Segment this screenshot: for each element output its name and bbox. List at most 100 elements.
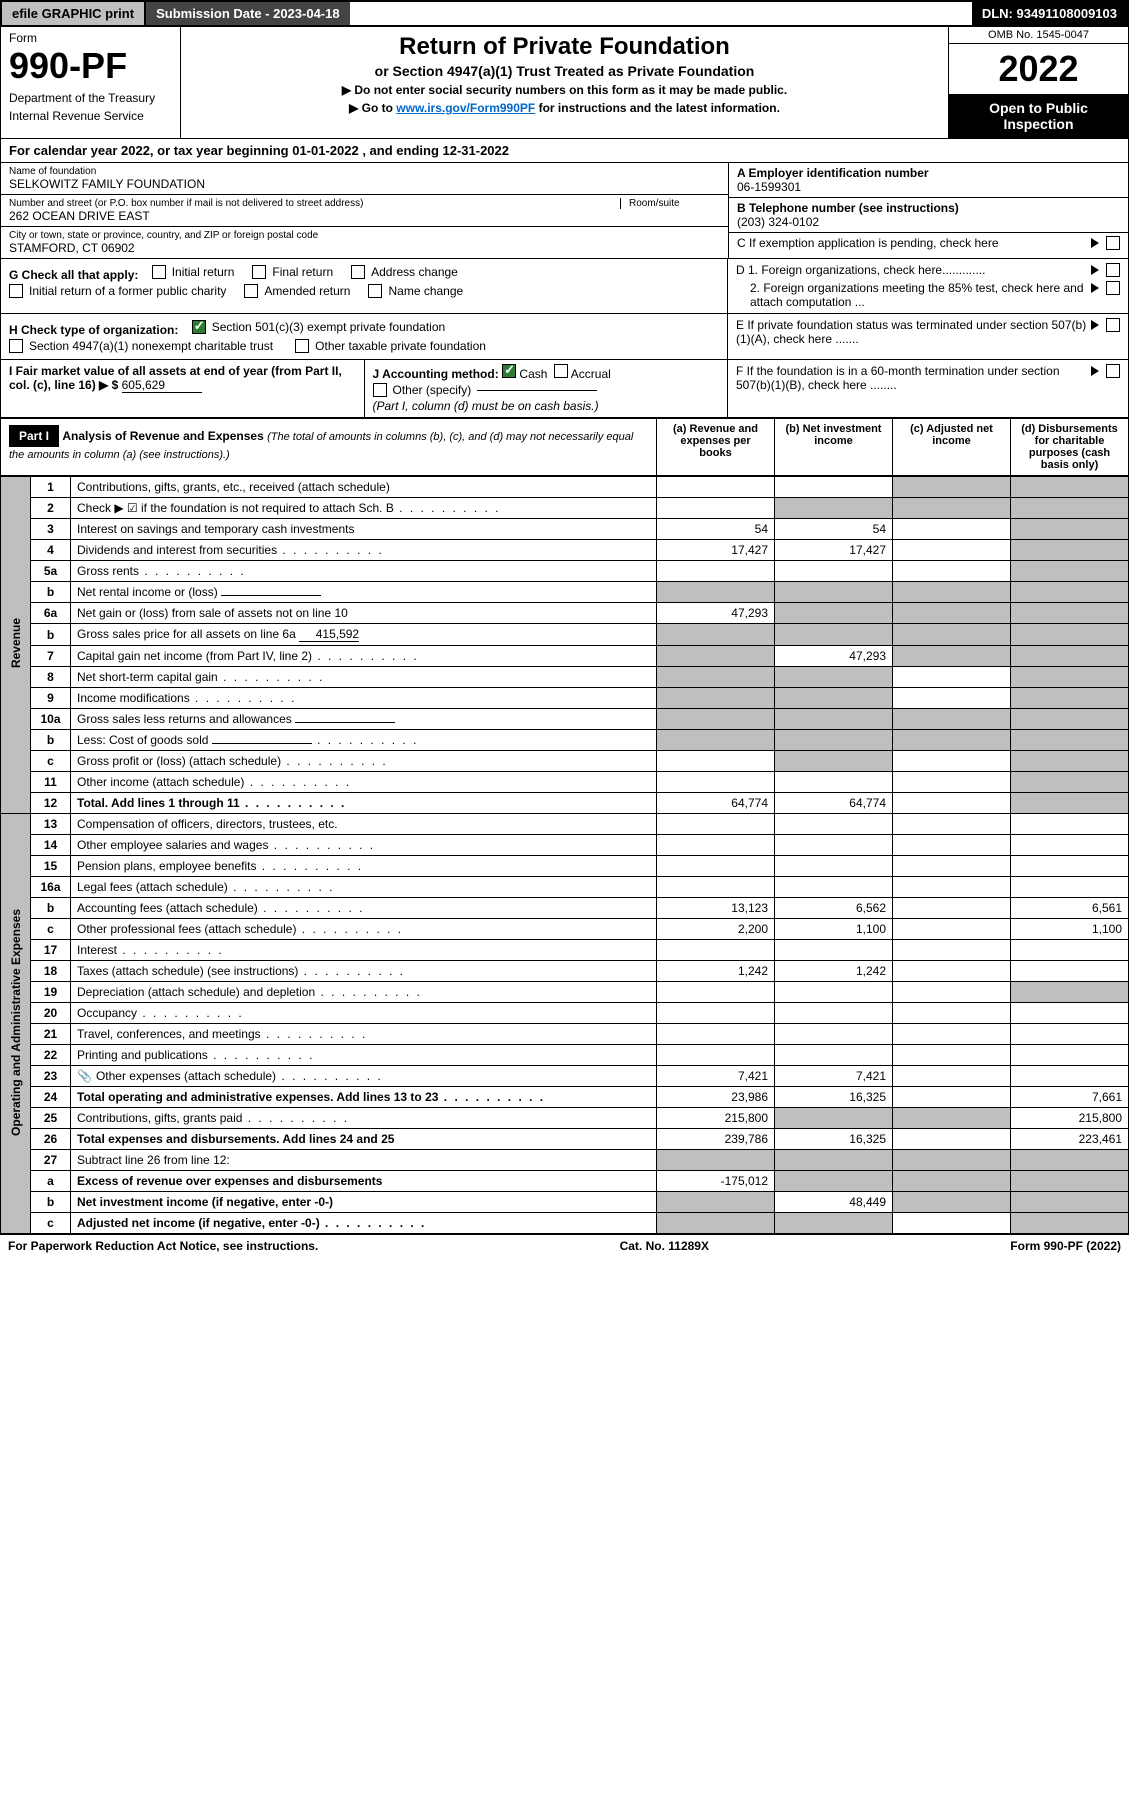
cell-value [893, 1066, 1011, 1087]
col-d-header: (d) Disbursements for charitable purpose… [1010, 419, 1128, 475]
row-desc: Gross rents [71, 561, 657, 582]
cell-value [657, 1192, 775, 1213]
e-checkbox[interactable] [1106, 318, 1120, 332]
cell-value [893, 1045, 1011, 1066]
d1-checkbox[interactable] [1106, 263, 1120, 277]
table-row: aExcess of revenue over expenses and dis… [1, 1171, 1129, 1192]
cell-value [775, 582, 893, 603]
cell-value [775, 603, 893, 624]
row-number: 6a [31, 603, 71, 624]
cell-value [775, 561, 893, 582]
cell-value [893, 1150, 1011, 1171]
g-checkbox-3[interactable] [9, 284, 23, 298]
f-checkbox[interactable] [1106, 364, 1120, 378]
cell-value [657, 498, 775, 519]
cell-value [1011, 814, 1129, 835]
j-other-checkbox[interactable] [373, 383, 387, 397]
cell-value [1011, 940, 1129, 961]
cell-value [657, 709, 775, 730]
d2-checkbox[interactable] [1106, 281, 1120, 295]
cell-value: 1,100 [775, 919, 893, 940]
g-opt-0: Initial return [172, 265, 235, 279]
instr-post: for instructions and the latest informat… [535, 101, 780, 115]
open-to-public: Open to Public Inspection [949, 94, 1128, 138]
cell-value [775, 730, 893, 751]
j-accrual-checkbox[interactable] [554, 364, 568, 378]
cell-value [893, 1171, 1011, 1192]
h-501c3-checkbox[interactable] [192, 320, 206, 334]
g-checkbox-2[interactable] [351, 265, 365, 279]
table-row: 3Interest on savings and temporary cash … [1, 519, 1129, 540]
j-cash-checkbox[interactable] [502, 364, 516, 378]
table-row: Operating and Administrative Expenses13C… [1, 814, 1129, 835]
cell-value: 239,786 [657, 1129, 775, 1150]
row-desc: Travel, conferences, and meetings [71, 1024, 657, 1045]
street-address: 262 OCEAN DRIVE EAST [9, 209, 363, 223]
row-desc: Net gain or (loss) from sale of assets n… [71, 603, 657, 624]
row-number: 17 [31, 940, 71, 961]
row-number: 15 [31, 856, 71, 877]
attachment-icon[interactable]: 📎 [77, 1069, 92, 1083]
top-bar: efile GRAPHIC print Submission Date - 20… [0, 0, 1129, 27]
cell-value [657, 1024, 775, 1045]
cell-value [657, 1150, 775, 1171]
row-desc: Check ▶ ☑ if the foundation is not requi… [71, 498, 657, 519]
row-number: 2 [31, 498, 71, 519]
dept-irs: Internal Revenue Service [9, 109, 172, 123]
c-checkbox[interactable] [1106, 236, 1120, 250]
h-other-checkbox[interactable] [295, 339, 309, 353]
cell-value [657, 982, 775, 1003]
cell-value [657, 624, 775, 646]
cell-value [775, 624, 893, 646]
row-desc: Total expenses and disbursements. Add li… [71, 1129, 657, 1150]
g-checkbox-4[interactable] [244, 284, 258, 298]
table-row: 16aLegal fees (attach schedule) [1, 877, 1129, 898]
h-opt1: Section 501(c)(3) exempt private foundat… [212, 320, 445, 334]
table-row: 24Total operating and administrative exp… [1, 1087, 1129, 1108]
row-number: 10a [31, 709, 71, 730]
cell-value [1011, 835, 1129, 856]
cell-value [893, 982, 1011, 1003]
g-opt-4: Amended return [264, 284, 350, 298]
cell-value [893, 519, 1011, 540]
cell-value [775, 1171, 893, 1192]
row-desc: Excess of revenue over expenses and disb… [71, 1171, 657, 1192]
cell-value [775, 982, 893, 1003]
g-checkbox-0[interactable] [152, 265, 166, 279]
table-row: bAccounting fees (attach schedule)13,123… [1, 898, 1129, 919]
table-row: 17Interest [1, 940, 1129, 961]
cell-value [775, 1150, 893, 1171]
instructions-link[interactable]: www.irs.gov/Form990PF [396, 101, 535, 115]
arrow-icon [1091, 238, 1099, 248]
row-number: a [31, 1171, 71, 1192]
g-opt-5: Name change [388, 284, 463, 298]
cell-value: 1,100 [1011, 919, 1129, 940]
calendar-year-line: For calendar year 2022, or tax year begi… [0, 139, 1129, 163]
form-subtitle: or Section 4947(a)(1) Trust Treated as P… [191, 63, 938, 79]
row-desc: Total. Add lines 1 through 11 [71, 793, 657, 814]
c-exemption-label: C If exemption application is pending, c… [737, 236, 999, 250]
cell-value [775, 1024, 893, 1045]
row-desc: Subtract line 26 from line 12: [71, 1150, 657, 1171]
cell-value: 1,242 [657, 961, 775, 982]
cell-value [775, 814, 893, 835]
table-row: 8Net short-term capital gain [1, 667, 1129, 688]
row-desc: Dividends and interest from securities [71, 540, 657, 561]
g-checkbox-5[interactable] [368, 284, 382, 298]
cell-value [657, 772, 775, 793]
cell-value [893, 477, 1011, 498]
arrow-icon [1091, 320, 1099, 330]
cell-value [657, 1003, 775, 1024]
h-4947-checkbox[interactable] [9, 339, 23, 353]
row-desc: Pension plans, employee benefits [71, 856, 657, 877]
efile-print-button[interactable]: efile GRAPHIC print [2, 2, 146, 25]
g-checkbox-1[interactable] [252, 265, 266, 279]
cell-value [893, 1108, 1011, 1129]
cell-value [893, 1129, 1011, 1150]
row-number: 26 [31, 1129, 71, 1150]
cell-value [1011, 688, 1129, 709]
table-row: bLess: Cost of goods sold [1, 730, 1129, 751]
cell-value: 16,325 [775, 1129, 893, 1150]
cell-value [893, 835, 1011, 856]
cell-value [893, 603, 1011, 624]
